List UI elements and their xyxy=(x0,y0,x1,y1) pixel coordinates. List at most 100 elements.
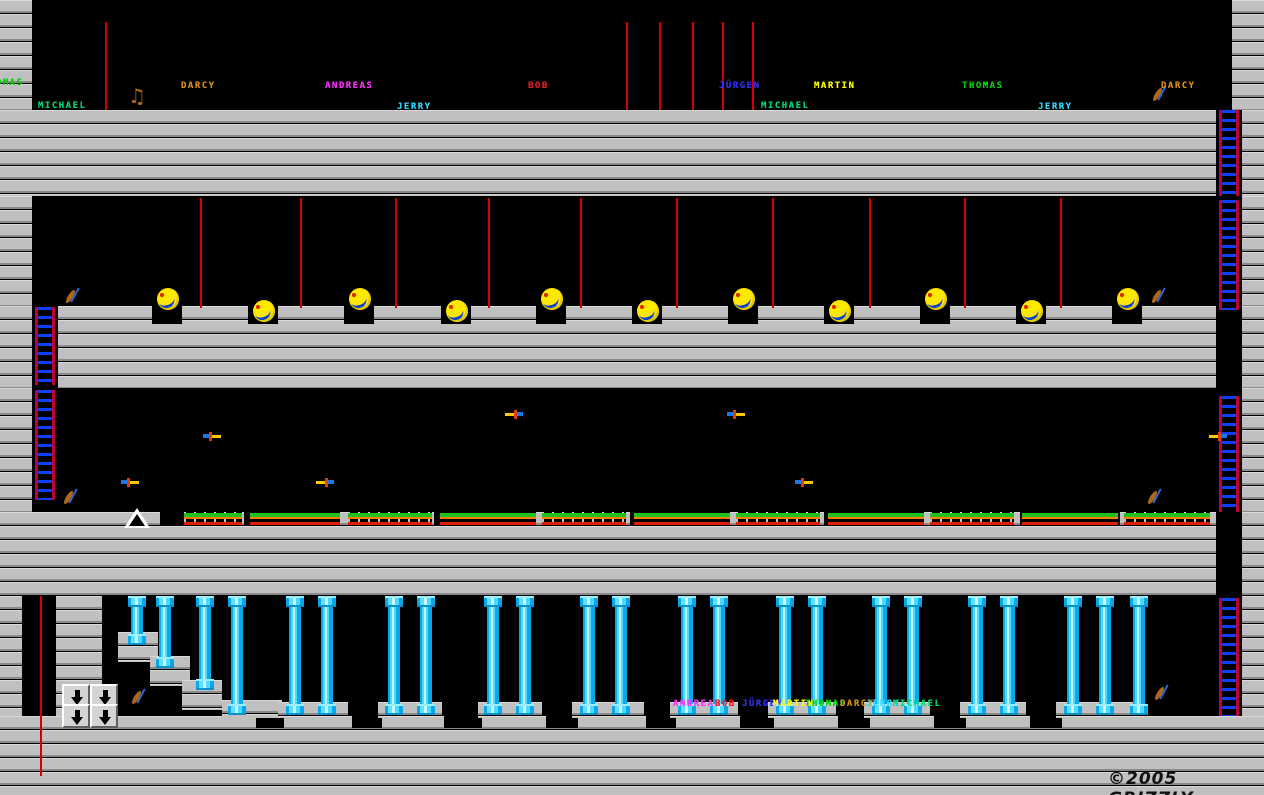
player-name-michael-level-1-0: MICHAEL xyxy=(38,101,87,111)
ball-eye xyxy=(544,293,548,297)
column-6 xyxy=(385,596,403,715)
enemy-ball-5 xyxy=(637,300,659,323)
wall-left-level-2 xyxy=(0,196,32,310)
column-base xyxy=(484,704,502,715)
hammer-item-0[interactable] xyxy=(203,432,221,441)
ball-pit-3 xyxy=(344,306,374,324)
ledge-notch-1 xyxy=(160,512,184,526)
spike-run-10 xyxy=(1124,512,1210,525)
banana-item-level-4-0[interactable] xyxy=(130,687,152,707)
column-cap xyxy=(156,596,174,607)
column-18 xyxy=(968,596,986,715)
column-cap xyxy=(484,596,502,607)
hammer-hd xyxy=(517,412,523,416)
ladder-left-mid[interactable] xyxy=(35,307,55,385)
spike-run-6 xyxy=(736,512,820,525)
player-name-andreas-level-4-0: ANDREAS xyxy=(673,699,722,709)
column-16 xyxy=(872,596,890,715)
player-name-andreas-level-1-2: ANDREAS xyxy=(325,81,374,91)
rope-level-1-4 xyxy=(722,22,724,110)
floor-level-3 xyxy=(0,512,1264,596)
wall-left-level-3 xyxy=(0,388,32,512)
hammer-hd xyxy=(328,480,334,484)
wall-right-top xyxy=(1232,0,1264,110)
ball-eye xyxy=(640,305,644,309)
arrow-down-icon-head xyxy=(99,717,111,725)
hammer-item-1[interactable] xyxy=(505,410,523,419)
arrow-down-icon xyxy=(103,690,108,698)
column-shaft xyxy=(487,607,499,704)
floor-gap-b xyxy=(352,716,382,728)
column-cap xyxy=(228,596,246,607)
column-shaft xyxy=(420,607,432,704)
column-base xyxy=(228,704,246,715)
arrow-down-icon-head xyxy=(71,717,83,725)
ladder-right-bot[interactable] xyxy=(1219,598,1239,716)
hammer-hd xyxy=(203,434,209,438)
column-cap xyxy=(1096,596,1114,607)
column-4 xyxy=(286,596,304,715)
player-name-jürgen-level-4-2: JÜRGEN xyxy=(742,699,784,709)
column-base xyxy=(612,704,630,715)
hammer-item-2[interactable] xyxy=(727,410,745,419)
wall-right-edge-3 xyxy=(1242,512,1264,596)
copyright-text: ©2005 GRIZZLY xyxy=(1108,769,1193,795)
column-cap xyxy=(516,596,534,607)
column-10 xyxy=(580,596,598,715)
ladder-right-upper[interactable] xyxy=(1219,110,1239,196)
banana-item-level-2-0[interactable] xyxy=(64,286,86,306)
floor-gap-h xyxy=(934,716,966,728)
rope-level-1-5 xyxy=(752,22,754,110)
column-shaft xyxy=(388,607,400,704)
down-arrow-3[interactable] xyxy=(62,704,90,728)
column-shaft xyxy=(159,607,171,657)
column-21 xyxy=(1096,596,1114,715)
ball-eye xyxy=(256,305,260,309)
ball-eye xyxy=(832,305,836,309)
spike-run-7 xyxy=(828,512,924,525)
column-cap xyxy=(286,596,304,607)
floor-gap-c xyxy=(444,716,482,728)
ladder-right-low[interactable] xyxy=(1219,396,1239,512)
ladder-right-mid[interactable] xyxy=(1219,200,1239,310)
banana-item-level-3-0[interactable] xyxy=(62,487,84,507)
banana-item-level-3-1[interactable] xyxy=(1146,487,1168,507)
floor-gap-i xyxy=(1030,716,1062,728)
ladder-left-lower[interactable] xyxy=(35,390,55,500)
player-name-clipped-left: THOMAS xyxy=(0,78,24,88)
column-19 xyxy=(1000,596,1018,715)
open-area-level-2 xyxy=(32,196,1242,310)
column-0 xyxy=(128,596,146,645)
ball-eye xyxy=(449,305,453,309)
player-name-darcy-level-4-5: DARCY xyxy=(840,699,875,709)
ball-pit-7 xyxy=(728,306,758,324)
column-3 xyxy=(228,596,246,715)
rope-level-2-6 xyxy=(772,198,774,308)
player-name-thomas-level-1-8: THOMAS xyxy=(962,81,1004,91)
rope-level-4-0 xyxy=(40,596,42,776)
column-shaft xyxy=(1003,607,1015,704)
hammer-item-5[interactable] xyxy=(316,478,334,487)
hammer-item-3[interactable] xyxy=(1209,432,1227,441)
rope-level-1-0 xyxy=(105,22,107,110)
column-cap xyxy=(678,596,696,607)
column-base xyxy=(710,704,728,715)
hammer-item-6[interactable] xyxy=(795,478,813,487)
down-arrow-4[interactable] xyxy=(90,704,118,728)
banana-item-level-2-1[interactable] xyxy=(1150,286,1172,306)
hammer-stem xyxy=(514,410,517,419)
rope-level-2-8 xyxy=(964,198,966,308)
arrow-down-icon-head xyxy=(71,697,83,705)
music-note-icon[interactable]: ♫ xyxy=(128,84,146,108)
hammer-hd xyxy=(121,480,127,484)
banana-item-level-4-1[interactable] xyxy=(1153,683,1175,703)
player-name-jürgen-level-1-5: JÜRGEN xyxy=(719,81,761,91)
hammer-item-4[interactable] xyxy=(121,478,139,487)
rope-level-1-2 xyxy=(659,22,661,110)
column-base xyxy=(1064,704,1082,715)
floor-gap-e xyxy=(646,716,676,728)
arrow-down-icon xyxy=(75,690,80,698)
ball-eye xyxy=(736,293,740,297)
open-area-level-3 xyxy=(32,388,1242,512)
